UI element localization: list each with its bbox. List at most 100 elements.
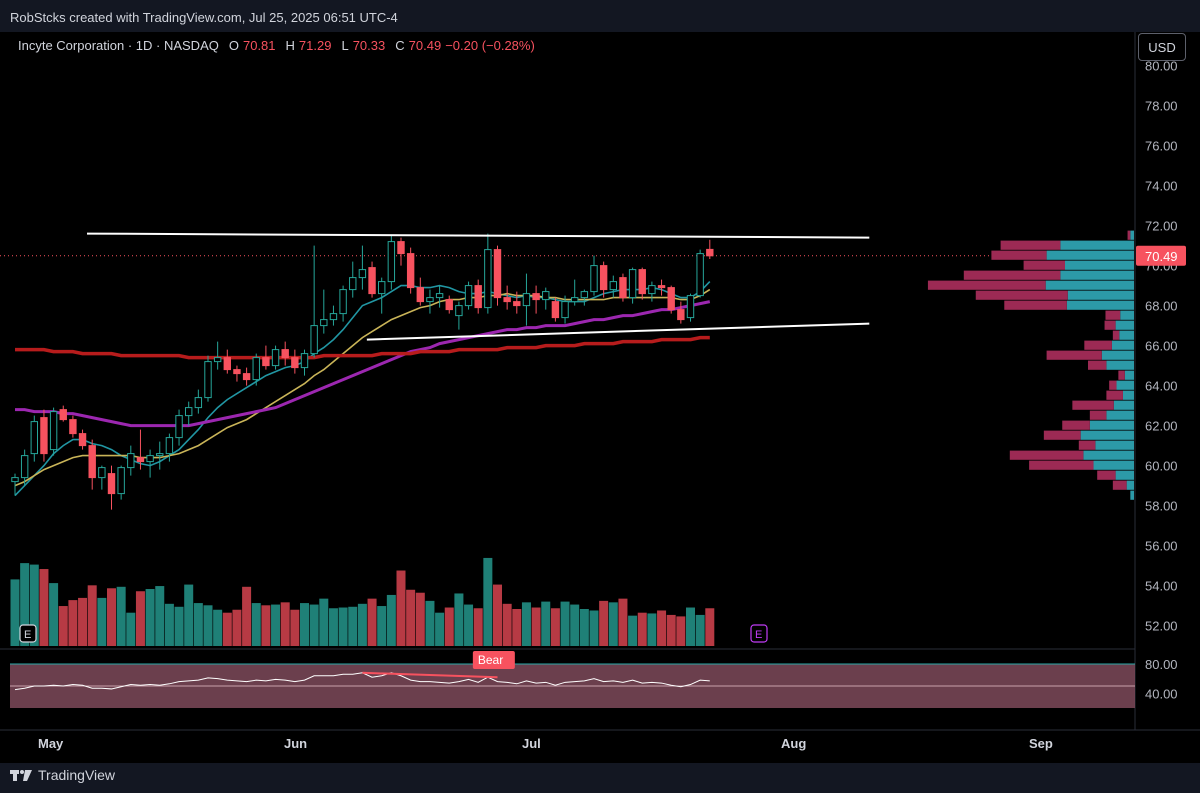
candle-body	[522, 293, 531, 307]
candle	[156, 441, 164, 470]
candle-body	[609, 281, 617, 291]
candle-body	[271, 349, 280, 367]
candle	[320, 289, 328, 334]
volume-bar	[618, 598, 628, 646]
candle	[233, 365, 241, 382]
candle-body	[40, 417, 48, 455]
candle-body	[11, 477, 19, 483]
rsi-pane: Bear 80.00 40.00	[10, 651, 1178, 708]
candle-body	[648, 285, 656, 295]
price-tick-label: 54.00	[1145, 579, 1178, 594]
volume-bar	[87, 585, 97, 646]
candle-body	[107, 473, 116, 495]
volume-profile-up-bar	[1122, 390, 1134, 400]
high-value: 71.29	[298, 38, 332, 53]
currency-button[interactable]: USD	[1138, 33, 1186, 61]
candle-body	[281, 349, 289, 359]
volume-bar	[116, 586, 126, 646]
candle	[551, 297, 560, 322]
volume-bar	[78, 597, 88, 646]
earnings-marker-box	[19, 624, 37, 643]
candle-body	[397, 241, 405, 255]
candle	[628, 267, 637, 304]
volume-profile-up-bar	[1065, 260, 1134, 270]
chart-canvas[interactable]: 80.0078.0076.0074.0072.0070.0068.0066.00…	[0, 32, 1200, 763]
chart-area[interactable]: 80.00 78.00 76.00 74.00 72.00 70.00 68.00 66.00…	[0, 32, 1200, 763]
volume-bar	[174, 606, 184, 646]
volume-bar	[676, 616, 686, 646]
earnings-marker-label: E	[755, 629, 762, 641]
volume-profile-down-bar	[1088, 360, 1107, 370]
volume-bar	[319, 598, 329, 646]
candle	[204, 355, 212, 402]
candle-body	[426, 297, 434, 303]
candle-body	[638, 269, 646, 295]
trendlines[interactable]	[86, 232, 870, 341]
bear-label-bg	[472, 651, 515, 669]
candle-body	[233, 369, 241, 375]
close-label: C	[395, 38, 405, 53]
volume-bar	[68, 600, 78, 646]
candle-body	[561, 301, 569, 319]
volume-bar	[637, 612, 647, 646]
candle	[406, 247, 415, 294]
volume-bar	[213, 609, 223, 646]
volume-profile-down-bar	[1000, 240, 1061, 250]
volume-bar	[290, 609, 300, 646]
candle	[445, 295, 453, 314]
candle-body	[146, 455, 154, 463]
volume-bar	[367, 598, 377, 646]
volume-bar	[531, 607, 541, 646]
volume-bar	[20, 563, 30, 646]
volume-profile-up-bar	[1106, 360, 1134, 370]
price-tick-label: 60.00	[1145, 459, 1178, 474]
candle	[20, 449, 29, 486]
candle-body	[30, 421, 39, 455]
candle	[580, 289, 589, 306]
candle-body	[349, 277, 357, 291]
volume-profile-up-bar	[1046, 250, 1134, 260]
candle	[696, 249, 704, 298]
candle-body	[667, 287, 675, 311]
volume-bars	[10, 557, 715, 646]
volume-profile-up-bar	[1113, 400, 1134, 410]
volume-bar	[435, 612, 445, 646]
candle-body	[49, 411, 58, 451]
rsi-tick-label: 80.00	[1145, 657, 1178, 672]
candle	[648, 281, 656, 302]
tradingview-logo[interactable]: TradingView	[10, 767, 115, 783]
volume-profile-up-bar	[1124, 370, 1134, 380]
volume-bar	[550, 608, 560, 646]
volume-profile-down-bar	[975, 290, 1068, 300]
time-axis[interactable]: May Jun Jul Aug Sep	[38, 736, 1053, 751]
candle	[464, 281, 473, 310]
price-tick-label: 66.00	[1145, 339, 1178, 354]
last-price-badge	[1136, 245, 1186, 266]
candle-body	[532, 293, 540, 301]
candle	[300, 349, 309, 376]
volume-profile-down-bar	[1089, 410, 1107, 420]
candle	[599, 261, 608, 298]
candle-body	[378, 281, 386, 295]
candle	[117, 465, 125, 500]
price-axis[interactable]: 80.0078.0076.0074.0072.0070.0068.0066.00…	[0, 32, 1200, 731]
candle-body	[503, 297, 511, 303]
candle-body	[493, 249, 502, 299]
brand-name: TradingView	[38, 767, 116, 783]
candle	[165, 433, 174, 462]
top-bar: RobStcks created with TradingView.com, J…	[0, 0, 1200, 32]
candle	[127, 445, 135, 476]
volume-bar	[97, 597, 107, 646]
volume-bar	[338, 607, 348, 646]
price-tick-label: 68.00	[1145, 299, 1178, 314]
earnings-marker-label: E	[24, 629, 31, 641]
candle	[11, 473, 19, 496]
candle-body	[677, 309, 685, 321]
candle-body	[127, 453, 135, 469]
change-value: −0.20 (−0.28%)	[445, 38, 535, 53]
volume-bar	[579, 609, 589, 646]
candle	[571, 279, 579, 306]
volume-profile-up-bar	[1126, 480, 1134, 490]
volume-bar	[29, 564, 39, 646]
candle	[107, 465, 116, 510]
